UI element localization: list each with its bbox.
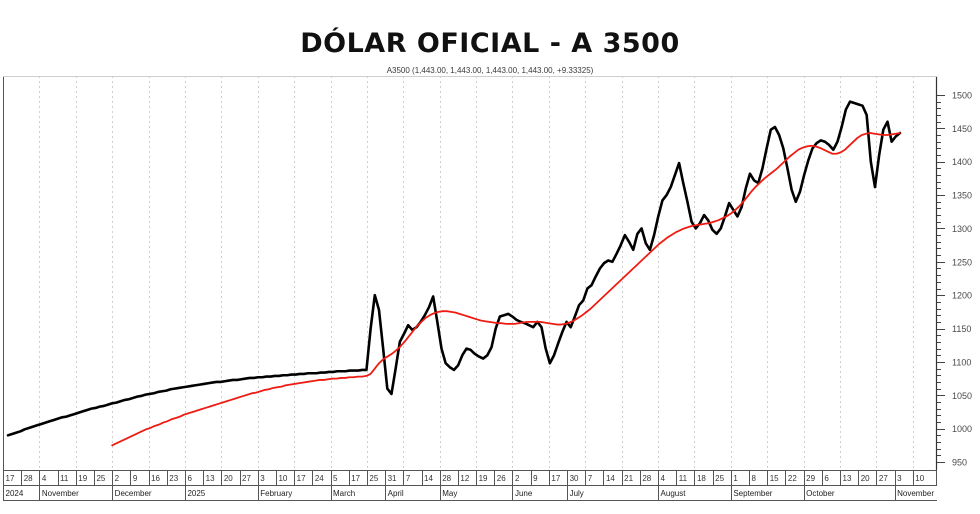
y-axis-tick-label: 1150: [952, 324, 971, 334]
x-axis-day-label: 16: [151, 474, 160, 483]
x-axis-day-label: 8: [752, 474, 757, 483]
x-axis-day-label: 13: [206, 474, 215, 483]
x-axis-day-label: 28: [24, 474, 33, 483]
x-axis-day-label: 30: [570, 474, 579, 483]
x-axis-day-label: 17: [297, 474, 306, 483]
chart-title: DÓLAR OFICIAL - A 3500: [300, 28, 680, 59]
x-axis-day-label: 14: [424, 474, 433, 483]
x-axis-day-label: 20: [224, 474, 233, 483]
x-axis-day-label: 15: [770, 474, 779, 483]
x-axis-day-label: 6: [187, 474, 192, 483]
x-axis-month-label: 2024: [6, 489, 24, 498]
x-axis-day-label: 23: [169, 474, 178, 483]
y-axis-tick-label: 1000: [952, 424, 972, 434]
x-axis-day-label: 25: [715, 474, 724, 483]
y-axis-tick-label: 1350: [952, 191, 972, 201]
x-axis-day-label: 19: [78, 474, 87, 483]
x-axis-day-label: 21: [624, 474, 633, 483]
x-axis-month-label: 2025: [187, 489, 205, 498]
grid-lines: [3, 76, 914, 470]
y-axis-tick-label: 1250: [952, 257, 972, 267]
x-axis-month-label: August: [661, 489, 687, 498]
x-axis-day-label: 7: [406, 474, 411, 483]
x-axis-day-label: 19: [479, 474, 488, 483]
x-axis-day-label: 17: [351, 474, 360, 483]
x-axis-day-label: 9: [533, 474, 538, 483]
x-axis-day-label: 18: [697, 474, 706, 483]
x-axis-day-label: 5: [333, 474, 338, 483]
x-axis-day-label: 29: [806, 474, 815, 483]
x-axis-month-label: December: [115, 489, 152, 498]
x-axis-day-label: 3: [260, 474, 265, 483]
x-axis-day-label: 28: [442, 474, 451, 483]
y-axis-tick-label: 1400: [952, 157, 972, 167]
x-axis-day-label: 27: [242, 474, 251, 483]
x-axis-day-label: 28: [642, 474, 651, 483]
y-axis-tick-label: 1300: [952, 224, 972, 234]
x-axis-day-label: 17: [551, 474, 560, 483]
x-axis-day-label: 4: [42, 474, 47, 483]
x-axis-day-label: 6: [824, 474, 829, 483]
x-axis-month-label: July: [570, 489, 584, 498]
x-axis-day-label: 3: [897, 474, 902, 483]
axis-lines: [3, 76, 945, 470]
x-axis-day-label: 11: [679, 474, 688, 483]
x-axis-day-label: 14: [606, 474, 615, 483]
y-axis-tick-label: 1450: [952, 124, 972, 134]
x-axis-day-label: 11: [60, 474, 69, 483]
y-axis-tick-label: 1050: [952, 391, 972, 401]
x-axis-month-label: April: [388, 489, 404, 498]
x-axis-day-label: 31: [388, 474, 397, 483]
x-axis-day-label: 2: [515, 474, 520, 483]
x-axis-day-label: 25: [96, 474, 105, 483]
x-axis-month-label: March: [333, 489, 355, 498]
x-axis-day-label: 20: [861, 474, 870, 483]
price-line-a3500: [6, 100, 902, 437]
x-axis-month-label: September: [733, 489, 772, 498]
y-axis-tick-label: 1200: [952, 291, 972, 301]
x-axis-day-label: 13: [843, 474, 852, 483]
y-axis-tick-label: 950: [952, 458, 967, 468]
x-axis-day-label: 22: [788, 474, 797, 483]
x-axis-day-label: 1: [733, 474, 738, 483]
x-axis-month-label: November: [897, 489, 934, 498]
x-axis-day-label: 4: [661, 474, 666, 483]
x-axis-month-label: May: [442, 489, 457, 498]
x-axis-day-label: 12: [460, 474, 469, 483]
x-axis-day-label: 9: [133, 474, 138, 483]
x-axis-month-label: February: [260, 489, 292, 498]
x-axis-month-label: October: [806, 489, 835, 498]
x-axis-day-label: 17: [6, 474, 15, 483]
x-axis-month-label: November: [42, 489, 79, 498]
x-axis-day-label: 7: [588, 474, 593, 483]
data-series: [6, 100, 902, 447]
y-axis-labels: 1500 1450 1400 1350 1300 1250 1200 1150 1100 1050…: [952, 91, 972, 468]
x-axis-day-label: 25: [369, 474, 378, 483]
y-axis-tick-label: 1100: [952, 357, 971, 367]
x-axis-month-label: June: [515, 489, 533, 498]
x-axis-day-label: 10: [278, 474, 287, 483]
x-axis-day-label: 10: [915, 474, 924, 483]
moving-average-line: [111, 132, 901, 447]
chart-quote-subtitle: A3500 (1,443.00, 1,443.00, 1,443.00, 1,4…: [386, 66, 594, 75]
x-axis-day-label: 27: [879, 474, 888, 483]
x-axis-day-label: 24: [315, 474, 324, 483]
x-axis-day-label: 2: [115, 474, 120, 483]
x-axis-day-label: 26: [497, 474, 506, 483]
y-axis-tick-label: 1500: [952, 91, 972, 101]
